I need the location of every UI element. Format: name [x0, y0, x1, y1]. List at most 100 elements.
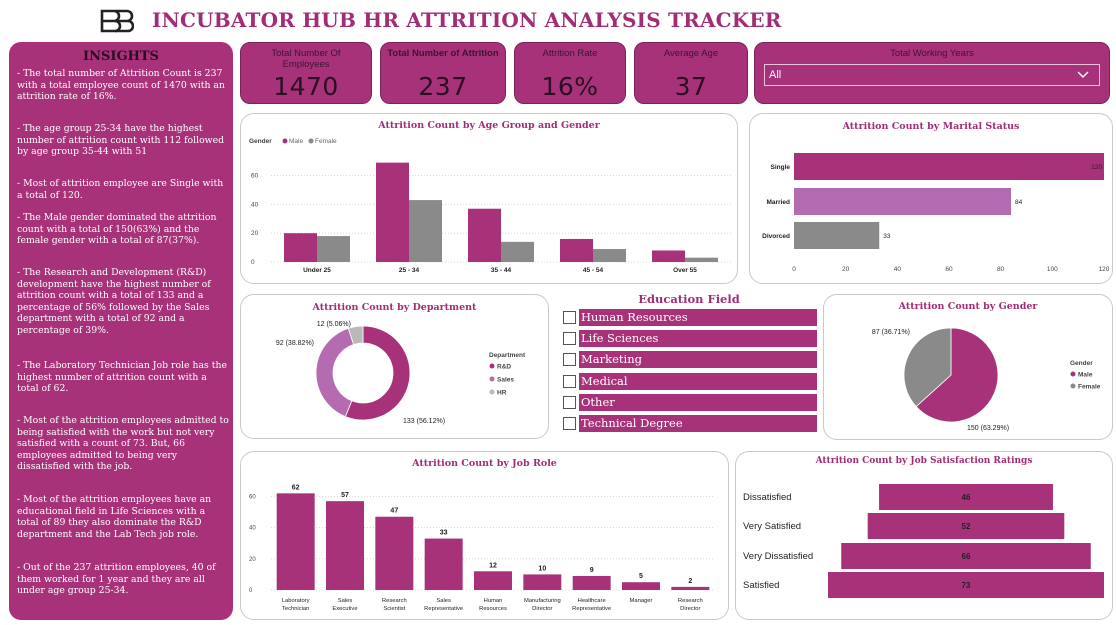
- working-years-slicer: Total Working Years All: [754, 42, 1110, 104]
- x-tick-label: Laboratory: [282, 598, 310, 604]
- x-tick-label: Human: [484, 598, 503, 604]
- legend-label: Male: [289, 138, 303, 145]
- checkbox[interactable]: [563, 353, 576, 366]
- chart-title: Attrition Count by Age Group and Gender: [378, 120, 600, 131]
- y-tick-label: Very Dissatisfied: [743, 551, 813, 562]
- x-tick-label: 80: [997, 266, 1005, 273]
- legend-marker: [282, 138, 288, 144]
- chart-title: Attrition Count by Job Role: [412, 458, 557, 469]
- legend-label: Female: [1078, 384, 1101, 391]
- y-tick-label: Married: [767, 199, 791, 206]
- working-years-dropdown[interactable]: All: [764, 64, 1100, 86]
- insight-item: - Most of attrition employee are Single …: [17, 178, 224, 201]
- legend-title: Gender: [249, 138, 272, 145]
- legend-marker: [489, 376, 495, 382]
- kpi-label: Average Age: [663, 48, 719, 59]
- insight-item: - The Laboratory Technician Job role has…: [17, 360, 227, 395]
- education-option[interactable]: Technical Degree: [561, 415, 817, 432]
- legend-label: HR: [497, 390, 507, 397]
- bar: [424, 538, 463, 590]
- legend-title: Department: [489, 352, 526, 359]
- y-tick-label: 60: [249, 494, 256, 500]
- bar: [593, 249, 626, 262]
- age-gender-chart: Gender Male Female 0 20 40 60 Under 25 25 - 34 35…: [249, 138, 731, 274]
- data-label: 66: [962, 552, 971, 561]
- education-option-label: Medical: [579, 373, 817, 390]
- kpi-average-age: Average Age 37: [634, 42, 748, 104]
- x-tick-label: Director: [680, 606, 700, 612]
- insights-panel: INSIGHTS - The total number of Attrition…: [9, 42, 233, 620]
- data-label: 10: [538, 565, 546, 572]
- legend-marker: [1070, 371, 1076, 377]
- data-label: 5: [639, 573, 643, 580]
- kpi-value: 1470: [273, 72, 339, 101]
- insight-item: - The Male gender dominated the attritio…: [17, 212, 217, 247]
- education-option[interactable]: Life Sciences: [561, 330, 817, 347]
- education-option[interactable]: Other: [561, 394, 817, 411]
- y-tick-label: 0: [251, 259, 255, 266]
- education-option-label: Technical Degree: [579, 415, 817, 432]
- data-label: 84: [1015, 199, 1023, 206]
- y-tick-label: Divorced: [762, 233, 790, 240]
- checkbox[interactable]: [563, 375, 576, 388]
- x-tick-label: 120: [1099, 266, 1110, 273]
- x-tick-label: Technician: [282, 606, 309, 612]
- legend-marker: [489, 389, 495, 395]
- bar: [794, 188, 1011, 215]
- bar: [841, 543, 1091, 569]
- kpi-value: 16%: [541, 72, 599, 101]
- x-tick-label: 35 - 44: [491, 267, 512, 274]
- education-option[interactable]: Human Resources: [561, 309, 817, 326]
- education-option[interactable]: Marketing: [561, 351, 817, 368]
- x-tick-label: 60: [945, 266, 953, 273]
- kpi-attrition-rate: Attrition Rate 16%: [514, 42, 626, 104]
- x-tick-label: Representative: [572, 606, 611, 612]
- y-tick-label: 0: [249, 588, 253, 594]
- data-label: 33: [883, 233, 891, 240]
- legend-marker: [1070, 383, 1076, 389]
- legend-label: Female: [315, 138, 337, 145]
- legend-label: R&D: [497, 364, 511, 371]
- bar: [572, 575, 611, 590]
- data-label: 12 (5.06%): [317, 321, 351, 328]
- x-tick-label: Research: [678, 598, 703, 604]
- kpi-total-attrition: Total Number of Attrition 237: [380, 42, 506, 104]
- legend-label: Sales: [497, 377, 514, 384]
- x-tick-label: Under 25: [303, 267, 331, 274]
- legend-title: Gender: [1070, 360, 1093, 367]
- job-satisfaction-chart-panel: Attrition Count by Job Satisfaction Rati…: [735, 451, 1113, 620]
- bar: [501, 241, 534, 262]
- bar: [474, 571, 512, 590]
- insights-title: INSIGHTS: [83, 49, 159, 64]
- data-label: 33: [440, 530, 448, 537]
- x-tick-label: Representative: [424, 606, 463, 612]
- checkbox[interactable]: [563, 417, 576, 430]
- chart-title: Attrition Count by Department: [312, 302, 477, 313]
- data-label: 12: [489, 562, 497, 569]
- x-tick-label: Sales: [338, 598, 353, 604]
- bar: [375, 516, 414, 590]
- bar: [879, 484, 1053, 510]
- education-option-label: Other: [579, 394, 817, 411]
- x-tick-label: 45 - 54: [583, 267, 604, 274]
- checkbox[interactable]: [563, 332, 576, 345]
- education-option[interactable]: Medical: [561, 373, 817, 390]
- checkbox[interactable]: [563, 396, 576, 409]
- x-tick-label: Manufacturing: [524, 598, 561, 604]
- insight-item: - Most of the attrition employees admitt…: [17, 415, 229, 473]
- data-label: 52: [962, 522, 971, 531]
- checkbox[interactable]: [563, 311, 576, 324]
- education-option-label: Human Resources: [579, 309, 817, 326]
- y-tick-label: Satisfied: [743, 580, 779, 591]
- job-role-chart-panel: Attrition Count by Job Role 0 20 40 60 62 Lab…: [240, 451, 729, 620]
- bar: [276, 493, 315, 590]
- bar: [409, 200, 442, 262]
- data-label: 9: [590, 567, 594, 574]
- kpi-label: Attrition Rate: [542, 48, 598, 59]
- data-label: 47: [390, 508, 398, 515]
- x-tick-label: Executive: [332, 606, 357, 612]
- data-label: 150 (63.29%): [967, 425, 1009, 432]
- y-tick-label: 40: [251, 201, 259, 208]
- y-tick-label: 20: [249, 557, 256, 563]
- insight-item: - The Research and Development (R&D) dev…: [17, 267, 211, 336]
